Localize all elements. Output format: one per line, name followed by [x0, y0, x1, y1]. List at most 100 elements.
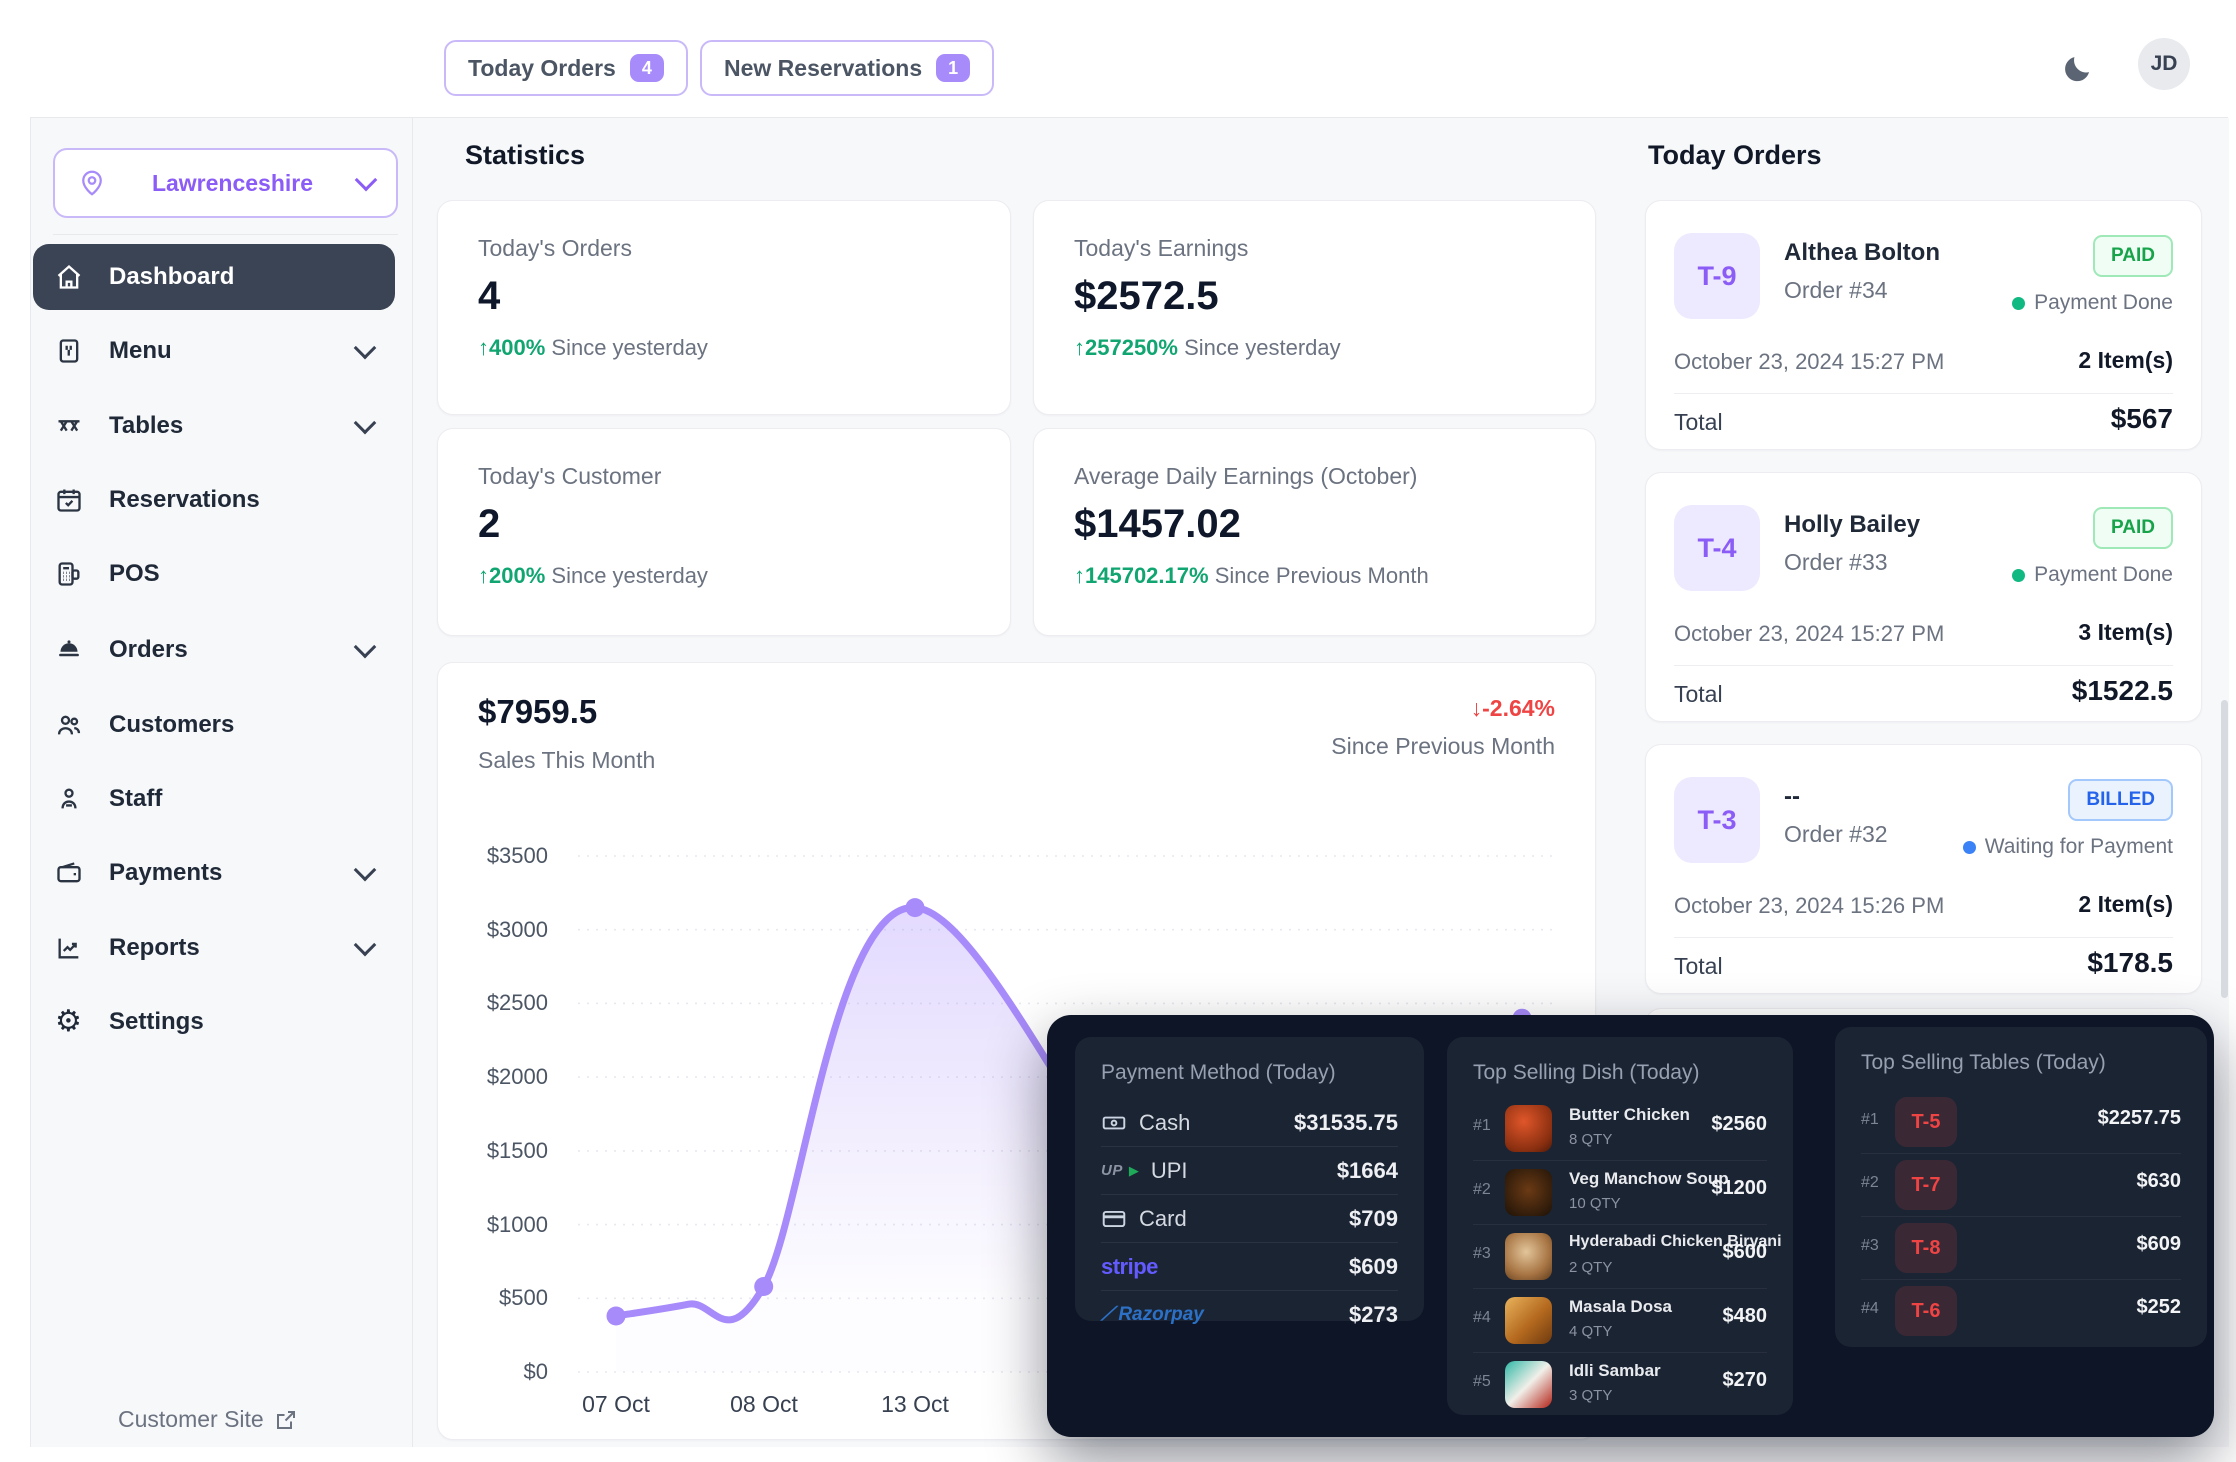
stat-value: $1457.02 — [1074, 502, 1241, 546]
new-reservations-button[interactable]: New Reservations 1 — [700, 40, 995, 96]
table-badge: T-6 — [1895, 1286, 1957, 1336]
sidebar-item-payments[interactable]: Payments — [33, 840, 395, 906]
chevron-down-icon — [353, 411, 377, 435]
rank-label: #2 — [1861, 1174, 1879, 1191]
order-total: $1522.5 — [2071, 675, 2173, 706]
order-date: October 23, 2024 15:26 PM — [1674, 893, 1945, 918]
y-axis-tick: $2500 — [486, 990, 548, 1015]
stat-card-todays-earnings: Today's Earnings $2572.5 ↑257250% Since … — [1033, 200, 1596, 415]
dish-image — [1505, 1105, 1552, 1152]
customer-name: Holly Bailey — [1784, 511, 1921, 538]
customer-site-link[interactable]: Customer Site — [118, 1406, 298, 1433]
sidebar-item-dashboard[interactable]: Dashboard — [33, 244, 395, 310]
location-selector[interactable]: Lawrenceshire — [53, 148, 398, 218]
sidebar-item-staff[interactable]: Staff — [33, 766, 395, 832]
sidebar-item-label: Tables — [109, 412, 184, 439]
new-reservations-count-badge: 1 — [936, 54, 971, 82]
sidebar-item-customers[interactable]: Customers — [33, 692, 395, 758]
sidebar-item-reservations[interactable]: Reservations — [33, 467, 395, 533]
table-badge: T-7 — [1895, 1160, 1957, 1210]
today-orders-button-label: Today Orders — [468, 54, 616, 81]
top-dish-title: Top Selling Dish (Today) — [1473, 1061, 1700, 1084]
stat-card-todays-orders: Today's Orders 4 ↑400% Since yesterday — [437, 200, 1011, 415]
order-total: $567 — [2110, 403, 2173, 434]
stat-delta: ↑400% — [478, 335, 546, 360]
order-items: 2 Item(s) — [2078, 347, 2173, 373]
reservations-icon — [55, 486, 95, 514]
dish-qty: 2 QTY — [1569, 1259, 1613, 1276]
order-card[interactable]: T-3 -- Order #32 BILLED Waiting for Paym… — [1645, 744, 2202, 994]
total-label: Total — [1674, 409, 1723, 435]
payment-method-row: Cash $31535.75 — [1101, 1099, 1398, 1147]
table-amount: $609 — [2136, 1233, 2182, 1255]
dark-mode-toggle[interactable] — [2052, 44, 2102, 94]
sidebar-item-orders[interactable]: Orders — [33, 617, 395, 683]
rank-label: #3 — [1473, 1245, 1491, 1262]
dish-name: Idli Sambar — [1569, 1361, 1661, 1380]
status-dot — [2012, 568, 2026, 582]
rank-label: #5 — [1473, 1373, 1491, 1390]
dish-image — [1505, 1361, 1552, 1408]
dish-amount: $2560 — [1711, 1113, 1767, 1135]
y-axis-tick: $1000 — [486, 1212, 548, 1237]
x-axis-tick: 08 Oct — [730, 1391, 798, 1417]
payment-method-row: Card $709 — [1101, 1195, 1398, 1243]
dish-qty: 10 QTY — [1569, 1195, 1621, 1212]
status-badge: BILLED — [2068, 779, 2173, 821]
table-badge: T-4 — [1674, 505, 1760, 591]
y-axis-tick: $1500 — [486, 1138, 548, 1163]
x-axis-tick: 07 Oct — [582, 1391, 650, 1417]
upi-logo: UP — [1101, 1162, 1123, 1179]
avatar[interactable]: JD — [2138, 38, 2190, 90]
order-card[interactable]: T-9 Althea Bolton Order #34 PAID Payment… — [1645, 200, 2202, 450]
rank-label: #1 — [1861, 1111, 1879, 1128]
payment-method-title: Payment Method (Today) — [1101, 1061, 1336, 1084]
location-pin-icon — [77, 168, 107, 198]
payment-method-amount: $1664 — [1336, 1157, 1398, 1183]
rank-label: #3 — [1861, 1237, 1879, 1254]
chevron-down-icon — [353, 635, 377, 659]
sidebar-item-pos[interactable]: POS — [33, 541, 395, 607]
rank-label: #1 — [1473, 1117, 1491, 1134]
chevron-down-icon — [353, 858, 377, 882]
order-total: $178.5 — [2087, 947, 2173, 978]
table-amount: $252 — [2136, 1296, 2182, 1318]
card-divider — [1674, 665, 2173, 666]
status-badge: PAID — [2093, 235, 2173, 277]
payment-method-amount: $609 — [1349, 1253, 1398, 1279]
new-reservations-button-label: New Reservations — [724, 54, 923, 81]
sidebar-item-label: Reports — [109, 934, 200, 961]
table-row: #2 T-7 $630 — [1861, 1154, 2181, 1217]
payment-status: Waiting for Payment — [1962, 835, 2173, 859]
stat-delta-note: Since Previous Month — [1214, 563, 1429, 588]
stat-value: $2572.5 — [1074, 274, 1219, 318]
sidebar-item-label: Reservations — [109, 486, 260, 513]
statistics-title: Statistics — [465, 140, 586, 170]
sidebar-item-menu[interactable]: Menu — [33, 318, 395, 384]
vertical-scrollbar[interactable] — [2221, 700, 2228, 998]
payments-icon — [55, 859, 95, 887]
stat-label: Today's Orders — [478, 235, 632, 261]
status-dot — [1962, 840, 1976, 854]
stat-value: 2 — [478, 502, 501, 546]
sidebar-item-reports[interactable]: Reports — [33, 915, 395, 981]
sidebar-item-label: Payments — [109, 859, 223, 886]
order-number: Order #33 — [1784, 549, 1888, 575]
top-selling-tables-panel: Top Selling Tables (Today) #1 T-5 $2257.… — [1835, 1027, 2207, 1347]
sidebar-item-tables[interactable]: Tables — [33, 393, 395, 459]
total-label: Total — [1674, 681, 1723, 707]
card-icon — [1101, 1206, 1127, 1232]
orders-icon — [55, 636, 95, 664]
order-card[interactable]: T-4 Holly Bailey Order #33 PAID Payment … — [1645, 472, 2202, 722]
sidebar-item-settings[interactable]: ⚙ Settings — [33, 989, 395, 1055]
staff-icon — [55, 785, 95, 813]
today-orders-title: Today Orders — [1648, 140, 1822, 170]
today-orders-button[interactable]: Today Orders 4 — [444, 40, 688, 96]
top-bar: Today Orders 4 New Reservations 1 JD — [0, 0, 2236, 117]
dish-row: #4 Masala Dosa 4 QTY $480 — [1473, 1289, 1767, 1353]
header-divider — [30, 117, 2228, 118]
table-amount: $2257.75 — [2097, 1107, 2181, 1129]
sidebar-item-label: Menu — [109, 337, 172, 364]
stat-delta-note: Since yesterday — [551, 335, 708, 360]
payment-method-label: Cash — [1139, 1109, 1191, 1135]
